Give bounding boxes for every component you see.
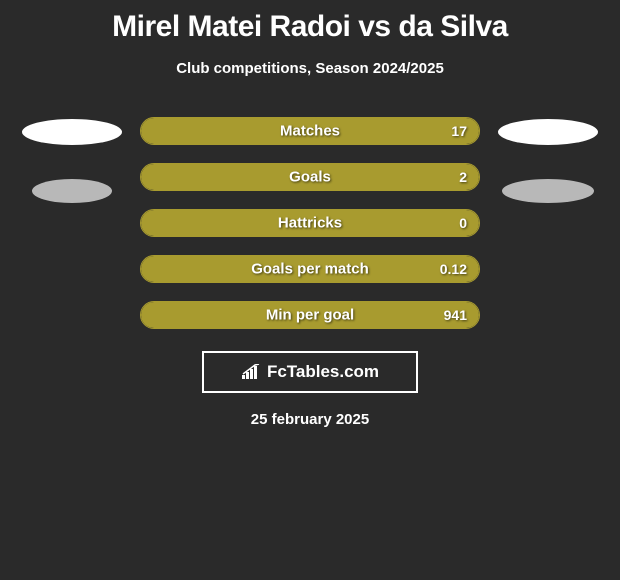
stat-value: 0.12 — [440, 261, 467, 277]
brand-box[interactable]: FcTables.com — [202, 351, 418, 393]
date-label: 25 february 2025 — [0, 411, 620, 428]
stat-label: Hattricks — [278, 215, 342, 232]
chart-icon — [241, 364, 261, 380]
decoration-ellipse — [498, 119, 598, 145]
stat-bars: Matches 17 Goals 2 Hattricks 0 Goals per… — [140, 117, 480, 329]
stat-row-matches: Matches 17 — [140, 117, 480, 145]
stats-area: Matches 17 Goals 2 Hattricks 0 Goals per… — [0, 117, 620, 329]
stat-row-hattricks: Hattricks 0 — [140, 209, 480, 237]
stat-label: Min per goal — [266, 307, 354, 324]
page-title: Mirel Matei Radoi vs da Silva — [0, 10, 620, 44]
left-decoration-column — [22, 117, 122, 203]
decoration-ellipse — [32, 179, 112, 203]
brand-label: FcTables.com — [267, 362, 379, 382]
stat-label: Matches — [280, 123, 340, 140]
stat-row-goals: Goals 2 — [140, 163, 480, 191]
stat-row-goals-per-match: Goals per match 0.12 — [140, 255, 480, 283]
page-subtitle: Club competitions, Season 2024/2025 — [0, 60, 620, 77]
comparison-widget: Mirel Matei Radoi vs da Silva Club compe… — [0, 0, 620, 436]
stat-label: Goals per match — [251, 261, 369, 278]
stat-value: 2 — [459, 169, 467, 185]
stat-row-min-per-goal: Min per goal 941 — [140, 301, 480, 329]
stat-value: 17 — [451, 123, 467, 139]
stat-label: Goals — [289, 169, 331, 186]
decoration-ellipse — [22, 119, 122, 145]
stat-value: 941 — [444, 307, 467, 323]
right-decoration-column — [498, 117, 598, 203]
stat-value: 0 — [459, 215, 467, 231]
decoration-ellipse — [502, 179, 594, 203]
